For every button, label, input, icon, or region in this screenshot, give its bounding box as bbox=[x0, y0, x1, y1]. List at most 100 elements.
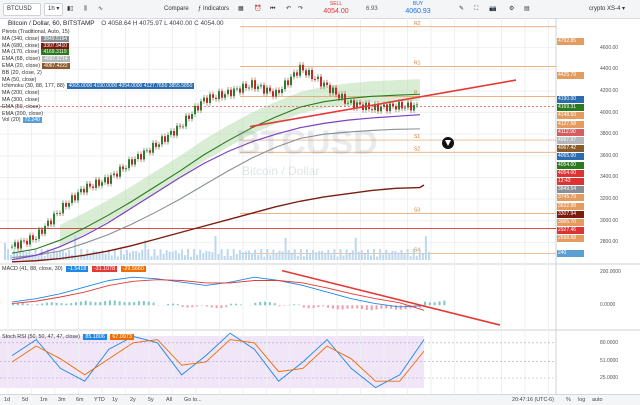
volume-bar bbox=[10, 255, 12, 260]
layout-button[interactable]: ▤ bbox=[520, 3, 534, 16]
legend-row[interactable]: MA (170, close)4169.3119 bbox=[2, 49, 194, 56]
candle-body bbox=[71, 195, 73, 203]
sell-button[interactable]: SELL 4054.00 bbox=[310, 1, 362, 17]
range-button[interactable]: 2y bbox=[130, 397, 136, 403]
candle-body bbox=[140, 154, 142, 159]
indicators-button[interactable]: ƒ Indicators bbox=[194, 3, 233, 16]
redo-button[interactable]: ↷ bbox=[294, 3, 307, 16]
drawing-tools-button[interactable]: ✎ bbox=[455, 3, 468, 16]
legend-row[interactable]: MA (200, close) bbox=[2, 90, 194, 97]
candle-body bbox=[344, 94, 346, 104]
legend-row[interactable]: MA (300, close) bbox=[2, 97, 194, 104]
settings-button[interactable]: ⚙ bbox=[505, 3, 518, 16]
candle-body bbox=[347, 103, 349, 104]
legend-row[interactable]: Pivots (Traditional, Auto, 15) bbox=[2, 29, 194, 36]
macd-title: MACD (41, 88, close, 30) bbox=[2, 266, 63, 272]
range-button[interactable]: 5y bbox=[148, 397, 154, 403]
layout-name-button[interactable]: crypto XS-4 ▾ bbox=[585, 3, 629, 16]
volume-bar bbox=[245, 251, 247, 260]
volume-bar bbox=[306, 249, 308, 260]
macd-histogram-bar bbox=[225, 305, 227, 307]
percent-toggle[interactable]: % bbox=[566, 397, 571, 403]
volume-bar bbox=[196, 255, 198, 260]
macd-histogram-bar bbox=[322, 305, 324, 306]
rewind-icon: ⏮ bbox=[270, 6, 275, 12]
range-button[interactable]: 6m bbox=[76, 397, 84, 403]
macd-histogram-bar bbox=[138, 301, 140, 305]
price-tag: 3849.54 bbox=[557, 186, 584, 193]
volume-bar bbox=[428, 252, 430, 260]
chevron-down-icon: ▾ bbox=[56, 6, 59, 12]
candle-body bbox=[227, 90, 229, 94]
range-button[interactable]: 3m bbox=[58, 397, 66, 403]
price-tag: 4792.85 bbox=[557, 38, 584, 45]
legend-row[interactable]: EMA (200, close) bbox=[2, 111, 194, 118]
line-icon-button[interactable]: ∿ bbox=[94, 3, 107, 16]
fullscreen-button[interactable]: ⛶ bbox=[470, 3, 482, 16]
legend-row[interactable]: EMA (50, close) bbox=[2, 104, 194, 111]
macd-histogram-bar bbox=[274, 303, 276, 305]
symbol-search-input[interactable]: BTCUSD bbox=[3, 3, 41, 16]
macd-histogram-bar bbox=[128, 302, 130, 305]
macd-histogram-bar bbox=[41, 304, 43, 306]
buy-button[interactable]: BUY 4060.93 bbox=[392, 1, 444, 17]
volume-bar bbox=[221, 249, 223, 260]
legend-row[interactable]: MA (680, close)3307.9410 bbox=[2, 43, 194, 50]
candle-body bbox=[296, 72, 298, 75]
price-tag: 4097.97 bbox=[557, 137, 584, 144]
macd-histogram-bar bbox=[119, 301, 121, 305]
templates-button[interactable]: ▦ bbox=[234, 3, 248, 16]
volume-bar bbox=[260, 249, 262, 260]
legend-row[interactable]: Ichimoku (30, 88, 177, 88)4065.0000 4190… bbox=[2, 83, 194, 90]
candle-body bbox=[338, 95, 340, 99]
legend-row[interactable]: MA (340, close)3849.5194 bbox=[2, 36, 194, 43]
legend-name: MA (170, close) bbox=[2, 49, 39, 55]
chart-title: Bitcoin / Dollar, 60, BITSTAMP O 4058.64… bbox=[8, 20, 224, 27]
line-chart-icon: ∿ bbox=[98, 6, 103, 12]
macd-histogram-bar bbox=[259, 302, 261, 305]
legend-row[interactable]: EMA (20, close)4067.4222 bbox=[2, 63, 194, 70]
pivot-label: S3 bbox=[414, 208, 420, 214]
macd-histogram-bar bbox=[94, 302, 96, 305]
candle-body bbox=[173, 131, 175, 136]
symbol-watermark: BTCUSD bbox=[236, 124, 378, 163]
snapshot-button[interactable]: 📷 bbox=[485, 3, 500, 16]
symbol-watermark-name: Bitcoin / Dollar bbox=[242, 164, 319, 178]
alert-button[interactable]: ⏰ bbox=[250, 3, 265, 16]
candle-body bbox=[86, 184, 88, 193]
legend-row[interactable]: BB (20, close, 2) bbox=[2, 70, 194, 77]
bar-icon-button[interactable]: ⫼ bbox=[80, 3, 91, 16]
range-button[interactable]: All bbox=[166, 397, 172, 403]
log-toggle[interactable]: log bbox=[578, 397, 585, 403]
range-button[interactable]: YTD bbox=[94, 397, 105, 403]
candle-body bbox=[371, 109, 373, 110]
macd-histogram-bar bbox=[196, 305, 198, 306]
auto-toggle[interactable]: auto bbox=[592, 397, 603, 403]
legend-row[interactable]: MA (50, close) bbox=[2, 77, 194, 84]
candle-body bbox=[359, 102, 361, 104]
range-button[interactable]: 5d bbox=[22, 397, 28, 403]
compare-button[interactable]: Compare bbox=[160, 3, 193, 16]
volume-bar bbox=[309, 254, 311, 260]
range-button[interactable]: 1d bbox=[4, 397, 10, 403]
replay-button[interactable]: ⏮ bbox=[266, 3, 279, 16]
legend-row[interactable]: Vol (20)72.240 bbox=[2, 117, 194, 124]
candle-body bbox=[38, 229, 40, 238]
macd-histogram-bar bbox=[172, 304, 174, 306]
candle-body bbox=[353, 100, 355, 108]
legend-name: MA (200, close) bbox=[2, 90, 39, 96]
candle-body bbox=[122, 167, 124, 170]
range-button[interactable]: 1m bbox=[40, 397, 48, 403]
volume-bar bbox=[144, 240, 146, 260]
candle-body bbox=[35, 239, 37, 240]
range-button[interactable]: Go to... bbox=[184, 397, 202, 403]
macd-histogram-bar bbox=[22, 303, 24, 305]
candle-body bbox=[107, 177, 109, 184]
price-tag: 4148.50 bbox=[557, 112, 584, 119]
interval-button[interactable]: 1h ▾ bbox=[44, 3, 63, 16]
volume-bar bbox=[230, 256, 232, 260]
chart-style-button[interactable]: ▮▯ bbox=[63, 3, 78, 16]
legend-row[interactable]: EMA (68, close)4097.9714 bbox=[2, 56, 194, 63]
range-button[interactable]: 1y bbox=[112, 397, 118, 403]
